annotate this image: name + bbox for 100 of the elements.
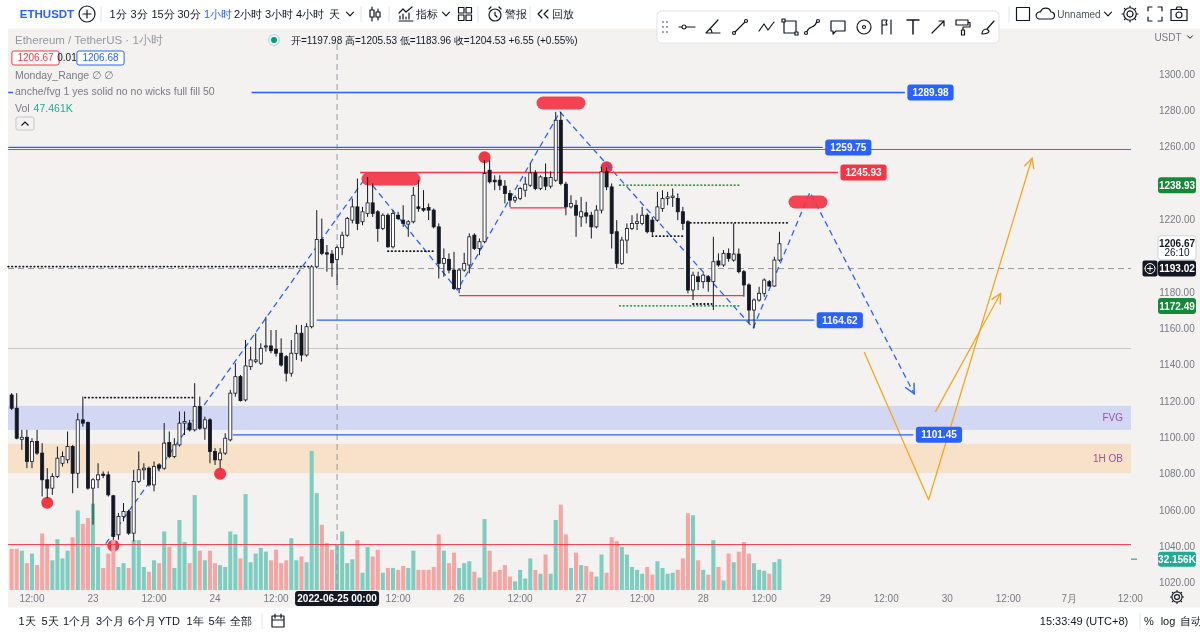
bar [482, 519, 487, 590]
bar [543, 554, 548, 590]
text: 3小时 [264, 8, 294, 20]
bar [721, 580, 726, 590]
x-tick-label: 12:00 [873, 593, 900, 604]
y-tick-label: 1020.00 [1158, 577, 1196, 589]
bar [579, 565, 584, 590]
bar [162, 531, 167, 590]
bar [645, 566, 650, 590]
text: 1年 [186, 615, 204, 627]
text: 15:33:49 (UTC+8) [1039, 615, 1129, 627]
y-tick-label: 1140.00 [1159, 359, 1196, 371]
y-axis-title: USDT [1154, 32, 1182, 43]
x-tick-label: 30 [941, 593, 954, 604]
bar [187, 563, 192, 590]
bar [690, 515, 696, 590]
band-label: 1H OB [1092, 452, 1124, 464]
bar [731, 562, 736, 590]
text: 1个月 [62, 615, 92, 627]
data-label: 1164.62 [822, 314, 859, 326]
bar [375, 549, 380, 590]
bar [202, 560, 207, 590]
annotation: 1206.68 [82, 52, 120, 63]
y-tick-label: 1080.00 [1158, 468, 1196, 480]
y-tick-label: 1260.00 [1158, 141, 1196, 153]
annotation: 1206.67 [17, 52, 55, 63]
bar [19, 550, 24, 590]
x-tick-label: 7月 [1061, 593, 1078, 604]
band-label: FVG [1102, 412, 1124, 424]
candlestick [258, 342, 263, 366]
bar [584, 566, 589, 590]
bar [85, 518, 90, 590]
candlestick [401, 204, 406, 228]
text: 26:10 [1164, 247, 1190, 258]
y-tick-label: 1120.00 [1159, 395, 1196, 407]
bar [299, 556, 304, 590]
y-tick-label: 1180.00 [1159, 286, 1196, 298]
text: 3个月 [95, 615, 125, 627]
bar [670, 572, 675, 590]
text: 1小时 [203, 8, 233, 20]
bar [574, 552, 579, 590]
bar [568, 567, 574, 590]
text: 1分 [109, 8, 127, 20]
bar [263, 551, 268, 590]
chart-title: ETHUSDT [19, 8, 75, 20]
text: 全部 [230, 615, 252, 627]
bar [716, 566, 721, 590]
bar [390, 567, 396, 590]
bar [538, 573, 543, 590]
bar [533, 569, 538, 590]
bar [157, 563, 162, 590]
annotation: Monday_Range ∅ ∅ [15, 69, 114, 81]
bar [614, 541, 619, 590]
x-tick-label: 29 [819, 593, 832, 604]
x-tick-label: 23 [87, 593, 99, 604]
x-tick-label: 12:00 [507, 593, 534, 604]
data-label: 1245.93 [845, 167, 883, 179]
bar [355, 540, 360, 590]
bar [457, 567, 462, 590]
y-tick-label: 1160.00 [1159, 323, 1196, 335]
bar [701, 569, 706, 590]
bar [472, 571, 477, 590]
bar [126, 567, 131, 590]
bar [477, 577, 482, 590]
x-tick-label: 12:00 [141, 593, 167, 604]
text: 6个月 [127, 615, 157, 627]
text: 30分 [177, 8, 201, 20]
y-tick-label: 1100.00 [1159, 431, 1196, 443]
x-tick-label: 24 [209, 593, 222, 604]
bar [14, 548, 19, 590]
bar [151, 560, 157, 590]
bar [726, 553, 731, 590]
x-tick-label: 12:00 [385, 593, 412, 604]
bar [706, 574, 711, 590]
bar [380, 572, 385, 590]
annotation: 0.01 [57, 52, 78, 63]
bar [441, 550, 446, 590]
text: 天 [328, 8, 340, 20]
point [478, 151, 491, 164]
bar [289, 538, 294, 590]
bar [711, 540, 716, 590]
text: 5天 [41, 615, 59, 627]
bar [167, 546, 172, 590]
bar [197, 550, 202, 590]
bar [396, 569, 401, 590]
text: 1天 [18, 615, 36, 627]
text: 警报 [505, 8, 527, 20]
x-tick-label: 12:00 [751, 593, 778, 604]
bar [238, 558, 243, 590]
data-label: 1101.45 [921, 429, 958, 441]
bar [696, 560, 701, 590]
text: log [1160, 615, 1176, 627]
x-tick-label: 12:00 [1117, 593, 1144, 604]
data-label: 1289.98 [912, 87, 949, 99]
x-tick-label: 12:00 [19, 593, 45, 604]
text: Unnamed [1057, 9, 1101, 20]
point [214, 467, 227, 480]
text: 指标 [415, 8, 438, 20]
point [41, 496, 54, 509]
bar [772, 562, 777, 590]
